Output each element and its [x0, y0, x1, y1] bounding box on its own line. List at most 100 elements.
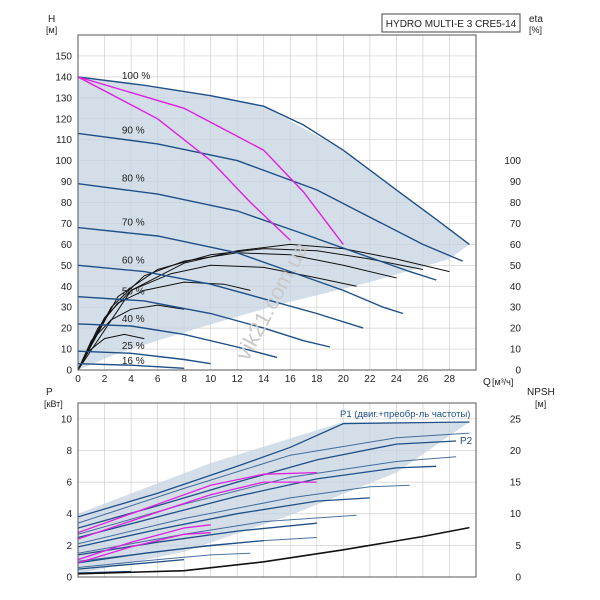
bep-power-line — [78, 524, 211, 561]
npsh-tick-label: 0 — [515, 573, 521, 584]
y2-tick-label: 100 — [504, 156, 521, 167]
pump-curve — [78, 363, 185, 369]
y2-tick-label: 90 — [510, 177, 522, 188]
speed-label: 80 % — [122, 174, 145, 185]
p2-label: P2 — [460, 436, 473, 447]
speed-label: 16 % — [122, 356, 145, 367]
bep-power-line — [78, 532, 211, 564]
x-tick-label: 22 — [364, 374, 376, 385]
p-tick-label: 0 — [66, 573, 72, 584]
y-tick-label: 130 — [55, 93, 72, 104]
x-tick-label: 12 — [232, 374, 244, 385]
bottom-y-label: P — [46, 387, 53, 398]
x-tick-label: 4 — [128, 374, 134, 385]
p-tick-label: 2 — [66, 541, 72, 552]
efficiency-curve — [78, 248, 423, 370]
p1-curve — [78, 421, 470, 518]
p1-curve — [78, 522, 317, 556]
bottom-y-unit: [кВт] — [44, 399, 63, 409]
bep-line — [78, 76, 291, 241]
p2-curve — [78, 537, 317, 562]
p-tick-label: 8 — [66, 446, 72, 457]
efficiency-curve — [78, 333, 145, 370]
p1-curve — [78, 558, 185, 570]
p1-label: P1 (двиг.+преобр-ль частоты) — [340, 409, 470, 420]
y2-tick-label: 20 — [510, 324, 522, 335]
x-tick-label: 0 — [75, 374, 81, 385]
x-tick-label: 24 — [391, 374, 403, 385]
top-y2-label: eta — [529, 14, 543, 25]
p2-curve — [78, 484, 410, 545]
y-tick-label: 90 — [61, 177, 73, 188]
npsh-tick-label: 25 — [510, 414, 522, 425]
speed-label: 40 % — [122, 314, 145, 325]
p-tick-label: 10 — [61, 414, 73, 425]
pump-curve — [78, 264, 364, 329]
npsh-tick-label: 20 — [510, 446, 522, 457]
x-tick-label: 18 — [311, 374, 323, 385]
pump-curve — [78, 76, 470, 245]
x-tick-label: 6 — [155, 374, 161, 385]
npsh-tick-label: 10 — [510, 509, 522, 520]
npsh-tick-label: 5 — [515, 541, 521, 552]
bep-power-line — [78, 471, 317, 534]
bottom-y2-unit: [м] — [535, 399, 546, 409]
p1-curve — [78, 497, 370, 548]
speed-label: 100 % — [122, 71, 150, 82]
y2-tick-label: 0 — [515, 366, 521, 377]
y2-tick-label: 10 — [510, 345, 522, 356]
y2-tick-label: 50 — [510, 261, 522, 272]
y-tick-label: 30 — [61, 303, 73, 314]
p2-curve — [78, 552, 251, 568]
x-tick-label: 20 — [338, 374, 350, 385]
p2-curve — [78, 514, 357, 554]
pump-curve — [78, 350, 211, 365]
speed-label: 60 % — [122, 255, 145, 266]
y-tick-label: 10 — [61, 345, 73, 356]
y-tick-label: 0 — [66, 366, 72, 377]
x-tick-label: 14 — [258, 374, 270, 385]
bep-power-line — [78, 481, 317, 540]
top-y-label: H — [48, 14, 55, 25]
speed-label: 25 % — [122, 341, 145, 352]
y2-tick-label: 30 — [510, 303, 522, 314]
efficiency-curve — [78, 281, 251, 370]
y-tick-label: 80 — [61, 198, 73, 209]
pump-curve — [78, 226, 404, 315]
y-tick-label: 20 — [61, 324, 73, 335]
chart-title: HYDRO MULTI-E 3 CRE5-14 — [386, 19, 517, 30]
npsh-curve — [78, 526, 470, 575]
bep-line — [78, 76, 344, 245]
y-tick-label: 40 — [61, 282, 73, 293]
npsh-tick-label: 15 — [510, 478, 522, 489]
x-tick-label: 28 — [444, 374, 456, 385]
top-y-unit: [м] — [46, 25, 57, 35]
y-tick-label: 60 — [61, 240, 73, 251]
top-plot-frame — [77, 34, 477, 371]
top-y2-unit: [%] — [529, 25, 542, 35]
y2-tick-label: 70 — [510, 219, 522, 230]
y-tick-label: 70 — [61, 219, 73, 230]
p-tick-label: 4 — [66, 509, 72, 520]
y-tick-label: 110 — [56, 135, 72, 146]
x-tick-label: 10 — [205, 374, 217, 385]
p2-curve — [78, 456, 457, 535]
bottom-plot-frame — [77, 402, 477, 578]
efficiency-curve — [78, 304, 185, 370]
pump-curve — [78, 296, 331, 348]
efficiency-curve — [78, 243, 450, 370]
speed-label: 70 % — [122, 218, 145, 229]
pump-curve — [78, 323, 278, 359]
x-tick-label: 16 — [285, 374, 297, 385]
title-box — [381, 13, 521, 33]
y-tick-label: 140 — [55, 72, 72, 83]
y-tick-label: 120 — [55, 114, 72, 125]
x-tick-label: 26 — [417, 374, 429, 385]
operating-area — [78, 422, 470, 574]
p-tick-label: 6 — [66, 478, 72, 489]
top-x-label: Q — [483, 377, 491, 388]
efficiency-curve — [78, 252, 397, 370]
top-x-unit: [м³/ч] — [492, 377, 513, 387]
